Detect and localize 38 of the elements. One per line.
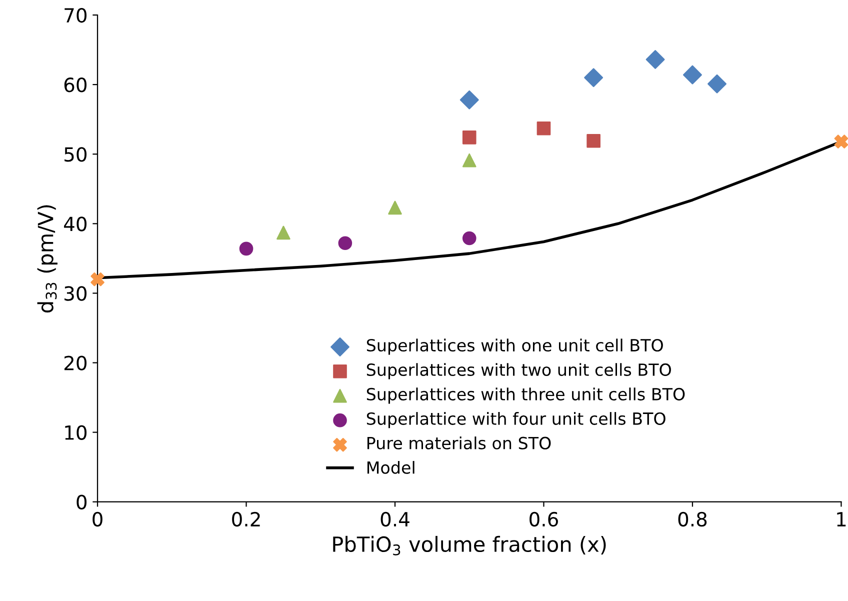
y-tick-label: 40: [64, 216, 87, 232]
point: [90, 272, 104, 286]
y-tick-label: 50: [64, 147, 87, 162]
y-tick-label: 20: [64, 356, 87, 370]
point: [462, 153, 476, 168]
point: [462, 130, 476, 144]
point: [682, 65, 702, 84]
point: [460, 90, 479, 110]
point: [708, 74, 726, 94]
legend-label: Superlattices with two unit cells BTO: [366, 363, 671, 380]
point: [462, 231, 476, 246]
y-tick-label: 10: [65, 425, 87, 440]
point: [586, 134, 600, 148]
point: [338, 236, 352, 250]
y-tick-label: 0: [76, 494, 87, 510]
x-tick-label: 0.6: [530, 512, 558, 527]
y-tick-label: 60: [64, 78, 87, 92]
point: [536, 121, 551, 136]
x-tick-label: 0.8: [678, 512, 707, 527]
legend-label: Superlattice with four unit cells BTO: [366, 412, 666, 428]
legend-label: Pure materials on STO: [367, 436, 551, 450]
x-tick-label: 0.4: [380, 512, 410, 527]
y-tick-label: 70: [64, 8, 87, 23]
point: [239, 242, 254, 256]
legend-label: Model: [367, 460, 414, 474]
x-tick-label: 0.2: [232, 512, 260, 527]
legend-label: Superlattices with three unit cells BTO: [366, 388, 685, 404]
legend-label: Superlattices with one unit cell BTO: [366, 338, 663, 355]
point: [834, 134, 848, 148]
x-tick-label: 1: [837, 512, 846, 526]
point: [388, 200, 402, 215]
x-tick-label: 0: [92, 512, 102, 527]
y-tick-label: 30: [64, 286, 87, 301]
point: [646, 50, 665, 70]
point: [584, 68, 604, 88]
point: [276, 226, 290, 240]
y-axis-title: d$_{33}$ (pm/V): [37, 205, 58, 312]
x-axis-title: PbTiO$_{3}$ volume fraction (x): [333, 536, 606, 556]
